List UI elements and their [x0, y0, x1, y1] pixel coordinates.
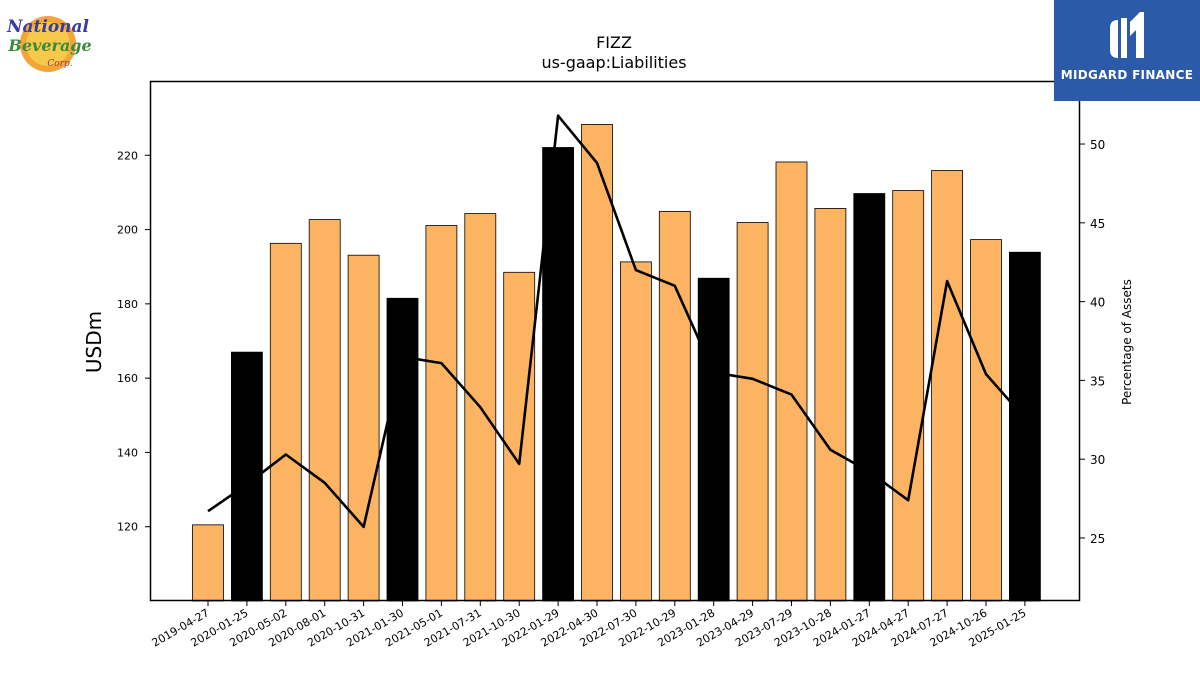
y2-tick-label: 25	[1090, 532, 1105, 546]
national-beverage-logo: National Beverage Corp.	[6, 16, 92, 72]
x-axis-ticks: 2019-04-272020-01-252020-05-022020-08-01…	[150, 601, 1028, 650]
bar	[581, 124, 613, 602]
svg-text:Beverage: Beverage	[7, 36, 91, 55]
y-tick-label: 120	[117, 521, 138, 534]
bar	[697, 277, 730, 602]
bar	[814, 207, 847, 602]
y-tick-label: 180	[117, 298, 138, 311]
plot-frame	[149, 80, 1081, 602]
bar	[386, 297, 419, 602]
bar	[192, 524, 224, 602]
chart-title: FIZZ	[596, 33, 632, 52]
bar	[269, 242, 302, 602]
midgard-finance-logo: MIDGARD FINANCE	[1054, 0, 1200, 101]
y-tick-label: 220	[117, 149, 138, 162]
bar	[308, 219, 341, 602]
bar	[620, 261, 652, 602]
bar	[931, 170, 963, 602]
bar	[503, 271, 536, 602]
line-series	[207, 114, 1026, 529]
bar	[658, 210, 691, 602]
y-tick-label: 140	[117, 446, 138, 459]
brand-name: MIDGARD FINANCE	[1060, 68, 1194, 82]
chart-subtitle: us-gaap:Liabilities	[541, 53, 686, 72]
y2-axis-label: Percentage of Assets	[1120, 279, 1134, 405]
y-axis-label: USDm	[82, 311, 106, 373]
bar-series	[192, 124, 1041, 602]
percentage-line	[207, 114, 1026, 529]
y2-tick-label: 45	[1090, 217, 1105, 231]
bar	[892, 190, 925, 602]
bar	[542, 147, 574, 602]
midgard-mark-icon	[1110, 12, 1144, 58]
bar	[736, 222, 769, 602]
bar	[425, 225, 458, 602]
y-tick-label: 160	[117, 372, 138, 385]
right-axis-ticks: 25 30 35 40 45 50	[1080, 138, 1105, 546]
bar	[775, 161, 808, 602]
y2-tick-label: 40	[1090, 296, 1105, 310]
svg-text:National: National	[6, 17, 90, 37]
y2-tick-label: 50	[1090, 138, 1105, 152]
bar	[347, 254, 380, 602]
y2-tick-label: 30	[1090, 453, 1105, 467]
bar	[970, 239, 1002, 602]
left-axis-ticks: 120 140 160 180 200 220	[117, 149, 150, 534]
y-tick-label: 200	[117, 224, 138, 237]
svg-text:Corp.: Corp.	[47, 59, 72, 69]
bar	[1009, 251, 1041, 602]
bar	[853, 193, 886, 602]
y2-tick-label: 35	[1090, 374, 1105, 388]
